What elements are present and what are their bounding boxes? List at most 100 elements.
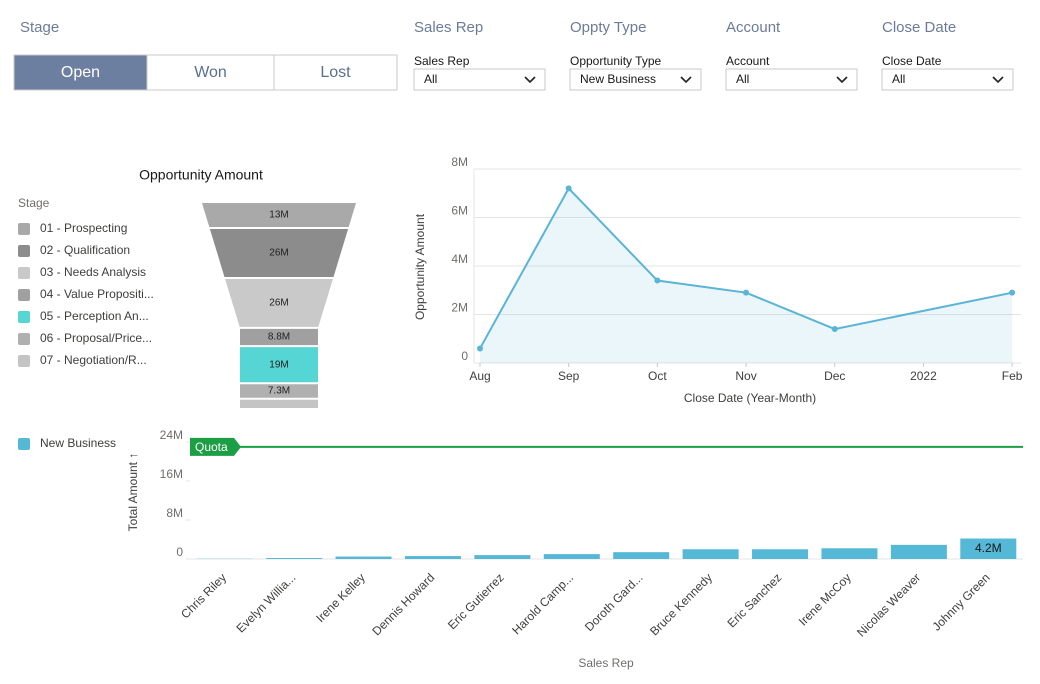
- legend-label: 06 - Proposal/Price...: [40, 331, 152, 345]
- line-point: [1009, 289, 1016, 296]
- x-tick-label: Irene McCoy: [796, 570, 854, 628]
- legend-label: 07 - Negotiation/R...: [40, 353, 147, 367]
- legend-swatch: [18, 333, 30, 345]
- y-tick-label: 6M: [451, 204, 468, 218]
- x-axis-label: Close Date (Year-Month): [684, 391, 816, 405]
- x-tick-label: Sep: [558, 369, 580, 383]
- x-tick-label: Bruce Kennedy: [647, 570, 715, 638]
- dropdown[interactable]: [725, 68, 858, 91]
- x-tick-label: Eric Sanchez: [725, 570, 785, 630]
- bar: [960, 538, 1017, 559]
- bar: [890, 544, 947, 559]
- x-tick-label: Nicolas Weaver: [854, 570, 923, 639]
- filter-title: Sales Rep: [414, 19, 483, 36]
- y-axis-label: Total Amount ↑: [126, 453, 140, 532]
- dropdown-chevron: [992, 76, 1004, 84]
- y-tick-label: 8M: [166, 506, 183, 520]
- dropdown-chevron: [680, 76, 692, 84]
- legend-label: New Business: [40, 436, 116, 450]
- line-area: [480, 188, 1013, 363]
- legend-label: 02 - Qualification: [40, 243, 130, 257]
- x-tick-label: Chris Riley: [178, 570, 229, 621]
- value-label: 7.3M: [268, 386, 290, 397]
- legend-swatch: [18, 267, 30, 279]
- value-label: 4.2M: [975, 541, 1002, 555]
- legend-label: 01 - Prospecting: [40, 221, 127, 235]
- stage-button-label[interactable]: Won: [194, 64, 227, 81]
- bar: [266, 558, 323, 559]
- y-tick-label: 24M: [160, 428, 183, 442]
- x-tick-label: Nov: [735, 369, 756, 383]
- bar: [613, 552, 670, 559]
- legend-swatch: [18, 245, 30, 257]
- legend-label: 04 - Value Propositi...: [40, 287, 154, 301]
- legend-swatch: [18, 223, 30, 235]
- stage-button[interactable]: [13, 54, 148, 91]
- filter-label: Sales Rep: [414, 54, 470, 68]
- x-tick-label: Evelyn Willia...: [233, 570, 298, 635]
- y-tick-label: 4M: [451, 252, 468, 266]
- funnel-segment: [240, 384, 318, 398]
- filter-title: Account: [726, 19, 781, 36]
- filter-title: Close Date: [882, 19, 956, 36]
- x-tick-label: Doroth Gard...: [582, 570, 646, 634]
- value-label: 13M: [269, 210, 288, 221]
- funnel-segment: [202, 203, 356, 227]
- funnel-segment: [209, 228, 349, 277]
- bar: [404, 556, 461, 559]
- x-tick-label: 2022: [910, 369, 937, 383]
- x-tick-label: Feb: [1002, 369, 1023, 383]
- line-point: [654, 277, 661, 284]
- dropdown-value[interactable]: All: [892, 72, 905, 86]
- bar: [682, 549, 739, 559]
- legend-label: 03 - Needs Analysis: [40, 265, 146, 279]
- dropdown-chevron: [524, 76, 536, 84]
- value-label: 19M: [269, 359, 288, 370]
- dropdown[interactable]: [881, 68, 1014, 91]
- y-tick-label: 0: [176, 545, 183, 559]
- x-tick-label: Irene Kelley: [313, 570, 368, 625]
- stage-button[interactable]: [273, 54, 398, 91]
- dropdown-chevron: [836, 76, 848, 84]
- x-tick-label: Dec: [824, 369, 845, 383]
- funnel-segment: [225, 278, 333, 327]
- y-axis-label: Opportunity Amount: [413, 213, 427, 320]
- x-axis-label: Sales Rep: [578, 656, 634, 670]
- bar: [335, 556, 392, 559]
- y-tick-label: 8M: [451, 155, 468, 169]
- funnel-segment: [240, 347, 318, 383]
- legend-title: Stage: [18, 196, 50, 210]
- value-label: 8.8M: [268, 332, 290, 343]
- stage-button-label[interactable]: Lost: [320, 64, 351, 81]
- y-tick-label: 0: [461, 349, 468, 363]
- legend-swatch: [18, 311, 30, 323]
- bar: [543, 554, 600, 559]
- legend-swatch: [18, 438, 30, 450]
- line-point: [743, 289, 750, 296]
- bar: [752, 549, 809, 559]
- funnel-segment: [240, 399, 318, 408]
- dropdown-value[interactable]: New Business: [580, 72, 656, 86]
- dropdown-value[interactable]: All: [424, 72, 437, 86]
- stage-button[interactable]: [146, 54, 275, 91]
- filter-label: Close Date: [882, 54, 942, 68]
- stage-button-label[interactable]: Open: [61, 64, 100, 81]
- filter-label: Account: [726, 54, 770, 68]
- dropdown[interactable]: [413, 68, 546, 91]
- value-label: 26M: [269, 248, 288, 259]
- quota-tag: [190, 437, 241, 456]
- bar: [821, 548, 878, 559]
- x-tick-label: Johnny Green: [929, 570, 992, 633]
- y-tick-label: 16M: [160, 467, 183, 481]
- line-point: [565, 185, 572, 192]
- stage-filter-title: Stage: [20, 19, 59, 36]
- legend-swatch: [18, 355, 30, 367]
- line-point: [477, 345, 483, 352]
- filter-title: Oppty Type: [570, 19, 646, 36]
- funnel-segment: [240, 328, 318, 346]
- dropdown-value[interactable]: All: [736, 72, 749, 86]
- dropdown[interactable]: [569, 68, 702, 91]
- bar: [474, 555, 531, 559]
- x-tick-label: Harold Camp...: [509, 570, 576, 637]
- x-tick-label: Aug: [469, 369, 490, 383]
